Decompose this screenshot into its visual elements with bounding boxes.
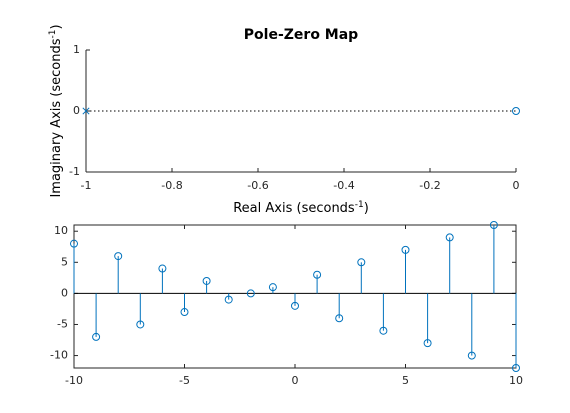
y-tick-label: 0 — [73, 104, 80, 117]
stem-plot-axes: -10 -5 0 5 10 -10 -5 0 5 10 — [50, 221, 523, 387]
stem-marker — [158, 264, 167, 273]
y-tick-label: 5 — [61, 255, 68, 268]
x-tick-label: -0.6 — [247, 179, 268, 192]
x-tick-label: -0.8 — [161, 179, 182, 192]
y-tick-label: 10 — [54, 224, 68, 237]
stem-marker — [224, 295, 233, 304]
zero-marker — [512, 107, 520, 115]
stem-marker — [313, 270, 322, 279]
x-tick-label: -5 — [179, 374, 190, 387]
stem-marker — [335, 314, 344, 323]
pole-zero-map-title: Pole-Zero Map — [244, 27, 358, 43]
x-tick-label: -0.4 — [333, 179, 354, 192]
y-tick-label: -10 — [50, 349, 68, 362]
stem-marker — [379, 326, 388, 335]
stem-marker — [489, 221, 498, 229]
plot-area — [86, 50, 516, 172]
imaginary-axis-label-superscript: -1 — [48, 30, 58, 39]
pole-zero-map-axes: Pole-Zero Map Real Axis (seconds-1) Imag… — [48, 24, 520, 216]
stem-marker — [246, 289, 255, 298]
stem-marker — [291, 301, 299, 310]
stem-marker — [445, 233, 454, 242]
y-tick-label: -1 — [69, 165, 80, 178]
x-tick-label: -1 — [81, 179, 92, 192]
stem-marker — [70, 239, 78, 248]
x-tick-label: 10 — [509, 374, 523, 387]
x-tick-label: -10 — [65, 374, 83, 387]
stem-marker — [202, 276, 211, 285]
x-tick-label: 5 — [402, 374, 409, 387]
x-tick-label: 0 — [292, 374, 299, 387]
stem-marker — [114, 252, 123, 261]
x-tick-label: 0 — [513, 179, 520, 192]
stem-marker — [268, 283, 277, 292]
pole-marker-stroke — [82, 107, 90, 115]
stem-marker — [423, 339, 432, 348]
y-tick-label: 1 — [73, 43, 80, 56]
stem-marker — [180, 308, 189, 317]
y-tick-label: 0 — [61, 286, 68, 299]
stem-marker — [401, 245, 410, 254]
stem-marker — [92, 332, 101, 341]
imaginary-axis-label-text: Imaginary Axis (seconds — [49, 38, 64, 197]
stem-marker — [136, 320, 145, 329]
imaginary-axis-label-close: ) — [49, 24, 64, 29]
real-axis-label-text: Real Axis (seconds — [233, 201, 355, 216]
stem-marker — [512, 364, 520, 372]
stem-marker — [467, 351, 476, 360]
real-axis-label: Real Axis (seconds-1) — [233, 200, 369, 216]
real-axis-label-superscript: -1 — [355, 200, 364, 210]
imaginary-axis-label: Imaginary Axis (seconds-1) — [48, 24, 64, 197]
stem-marker — [357, 258, 366, 267]
real-axis-label-close: ) — [364, 201, 369, 216]
x-tick-label: -0.2 — [419, 179, 440, 192]
y-tick-label: -5 — [57, 317, 68, 330]
pole-marker — [82, 107, 90, 115]
